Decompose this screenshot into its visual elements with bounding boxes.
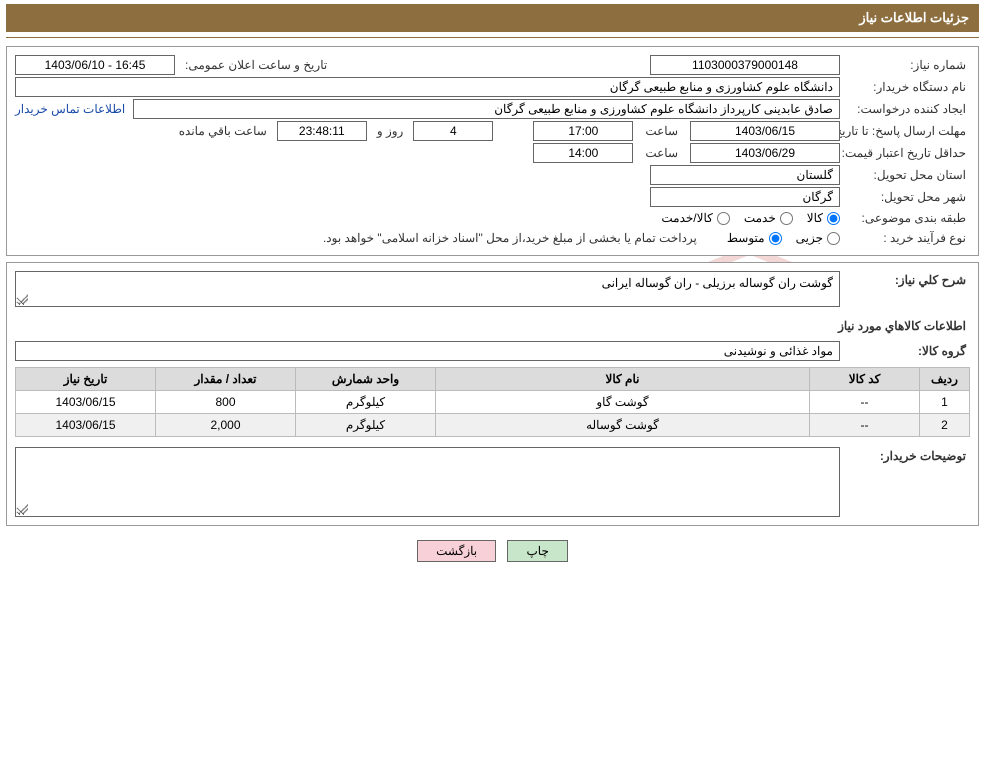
purchase-type-radios: جزیی متوسط	[717, 231, 840, 245]
radio-goods-label: کالا	[807, 211, 823, 225]
cell-code: --	[810, 414, 920, 437]
title-divider	[6, 37, 979, 38]
purchase-type-label: نوع فرآیند خرید :	[840, 229, 970, 247]
cell-date: 1403/06/15	[16, 414, 156, 437]
radio-goods-service-label: کالا/خدمت	[661, 211, 712, 225]
need-number-label: شماره نیاز:	[840, 56, 970, 74]
radio-goods[interactable]	[827, 212, 840, 225]
cell-name: گوشت گوساله	[436, 414, 810, 437]
price-time-label: ساعت	[641, 144, 682, 162]
main-info-panel: شماره نیاز: 1103000379000148 تاریخ و ساع…	[6, 46, 979, 256]
reply-deadline-label: مهلت ارسال پاسخ: تا تاریخ:	[840, 122, 970, 140]
reply-deadline-time: 17:00	[533, 121, 633, 141]
buyer-org-field: دانشگاه علوم کشاورزی و منابع طبیعی گرگان	[15, 77, 840, 97]
price-validity-label: حداقل تاریخ اعتبار قیمت: تا تاریخ:	[840, 144, 970, 162]
delivery-city-field: گرگان	[650, 187, 840, 207]
overall-desc-label: شرح کلي نياز:	[840, 271, 970, 289]
radio-partial[interactable]	[827, 232, 840, 245]
col-idx: ردیف	[920, 368, 970, 391]
radio-service-label: خدمت	[744, 211, 776, 225]
cell-unit: کیلوگرم	[296, 414, 436, 437]
reply-time-label: ساعت	[641, 122, 682, 140]
col-date: تاریخ نیاز	[16, 368, 156, 391]
need-number-field: 1103000379000148	[650, 55, 840, 75]
need-details-panel: شرح کلي نياز: گوشت ران گوساله برزیلی - ر…	[6, 262, 979, 526]
page-title: جزئیات اطلاعات نیاز	[859, 10, 969, 25]
cell-name: گوشت گاو	[436, 391, 810, 414]
print-button[interactable]: چاپ	[507, 540, 567, 562]
purchase-note: پرداخت تمام یا بخشی از مبلغ خرید،از محل …	[323, 231, 697, 245]
page-title-bar: جزئیات اطلاعات نیاز	[6, 4, 979, 32]
col-qty: تعداد / مقدار	[156, 368, 296, 391]
radio-service[interactable]	[780, 212, 793, 225]
cell-idx: 1	[920, 391, 970, 414]
resize-handle-icon[interactable]	[18, 294, 28, 304]
cell-unit: کیلوگرم	[296, 391, 436, 414]
group-field: مواد غذائی و نوشیدنی	[15, 341, 840, 361]
radio-goods-service[interactable]	[717, 212, 730, 225]
cell-qty: 2,000	[156, 414, 296, 437]
announce-datetime-label: تاریخ و ساعت اعلان عمومی:	[181, 56, 331, 74]
subject-class-label: طبقه بندی موضوعی:	[840, 209, 970, 227]
overall-desc-field: گوشت ران گوساله برزیلی - ران گوساله ایرا…	[15, 271, 840, 307]
hours-remaining-label: ساعت باقي مانده	[175, 122, 271, 140]
announce-datetime-field: 1403/06/10 - 16:45	[15, 55, 175, 75]
subject-class-radios: کالا خدمت کالا/خدمت	[651, 211, 840, 225]
overall-desc-text: گوشت ران گوساله برزیلی - ران گوساله ایرا…	[602, 276, 833, 290]
cell-code: --	[810, 391, 920, 414]
delivery-province-label: استان محل تحویل:	[840, 166, 970, 184]
radio-medium[interactable]	[769, 232, 782, 245]
time-remaining: 23:48:11	[277, 121, 367, 141]
delivery-province-field: گلستان	[650, 165, 840, 185]
price-validity-time: 14:00	[533, 143, 633, 163]
buyer-org-label: نام دستگاه خریدار:	[840, 78, 970, 96]
items-table: ردیف کد کالا نام کالا واحد شمارش تعداد /…	[15, 367, 970, 437]
cell-date: 1403/06/15	[16, 391, 156, 414]
request-creator-field: صادق عابدینی کارپرداز دانشگاه علوم کشاور…	[133, 99, 840, 119]
price-validity-date: 1403/06/29	[690, 143, 840, 163]
items-table-header-row: ردیف کد کالا نام کالا واحد شمارش تعداد /…	[16, 368, 970, 391]
table-row: 1 -- گوشت گاو کیلوگرم 800 1403/06/15	[16, 391, 970, 414]
radio-medium-label: متوسط	[727, 231, 765, 245]
button-bar: چاپ بازگشت	[6, 540, 979, 562]
buyer-notes-label: توضیحات خریدار:	[840, 447, 970, 465]
cell-qty: 800	[156, 391, 296, 414]
buyer-contact-link[interactable]: اطلاعات تماس خریدار	[15, 102, 125, 116]
back-button[interactable]: بازگشت	[417, 540, 496, 562]
request-creator-label: ایجاد کننده درخواست:	[840, 100, 970, 118]
col-code: کد کالا	[810, 368, 920, 391]
items-info-label: اطلاعات کالاهاي مورد نياز	[834, 317, 970, 335]
days-and-label: روز و	[373, 122, 408, 140]
buyer-notes-field[interactable]	[15, 447, 840, 517]
reply-deadline-date: 1403/06/15	[690, 121, 840, 141]
delivery-city-label: شهر محل تحویل:	[840, 188, 970, 206]
group-label: گروه کالا:	[840, 342, 970, 360]
radio-partial-label: جزیی	[796, 231, 823, 245]
days-remaining: 4	[413, 121, 493, 141]
resize-handle-icon[interactable]	[18, 504, 28, 514]
table-row: 2 -- گوشت گوساله کیلوگرم 2,000 1403/06/1…	[16, 414, 970, 437]
col-name: نام کالا	[436, 368, 810, 391]
cell-idx: 2	[920, 414, 970, 437]
col-unit: واحد شمارش	[296, 368, 436, 391]
